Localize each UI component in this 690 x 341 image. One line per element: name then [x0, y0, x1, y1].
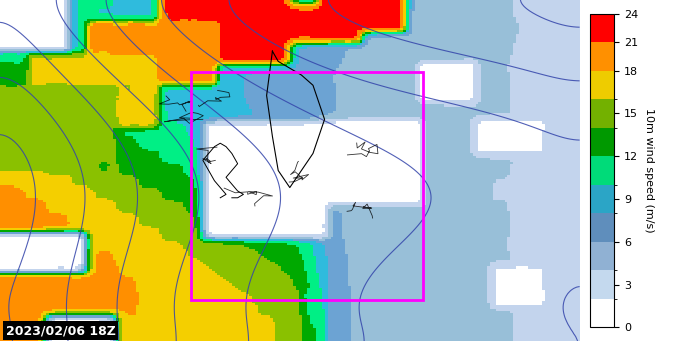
Bar — [191, 72, 423, 300]
Y-axis label: 10m wind speed (m/s): 10m wind speed (m/s) — [644, 108, 653, 233]
Text: 2023/02/06 18Z: 2023/02/06 18Z — [6, 324, 116, 337]
